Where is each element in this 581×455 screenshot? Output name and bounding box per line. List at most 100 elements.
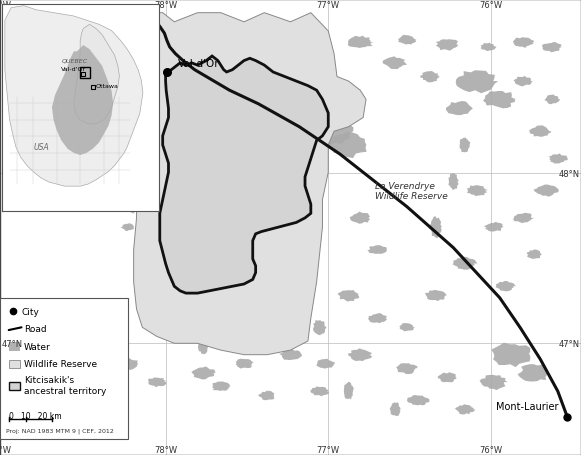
Bar (80, 68, 89, 79)
Polygon shape (446, 102, 473, 116)
Polygon shape (191, 367, 216, 379)
Polygon shape (328, 132, 367, 159)
Polygon shape (483, 92, 517, 109)
Text: Kitcisakik's
ancestral territory: Kitcisakik's ancestral territory (24, 375, 106, 395)
Polygon shape (220, 40, 246, 55)
Polygon shape (479, 375, 508, 390)
Polygon shape (246, 241, 265, 251)
Polygon shape (527, 250, 542, 259)
Polygon shape (105, 40, 138, 56)
Polygon shape (134, 51, 154, 63)
Text: Road: Road (24, 324, 46, 334)
Polygon shape (74, 25, 120, 125)
Polygon shape (235, 359, 254, 369)
Text: Val-d'Or: Val-d'Or (62, 67, 87, 72)
Polygon shape (138, 269, 154, 277)
Text: 79°W: 79°W (0, 445, 12, 454)
Text: 78°W: 78°W (154, 1, 177, 10)
Polygon shape (225, 223, 240, 231)
Text: 77°W: 77°W (317, 445, 340, 454)
Polygon shape (350, 212, 370, 224)
Polygon shape (258, 391, 275, 400)
Polygon shape (544, 95, 560, 105)
Text: 76°W: 76°W (479, 445, 503, 454)
Polygon shape (492, 343, 530, 367)
Polygon shape (264, 187, 281, 196)
Text: QUEBEC: QUEBEC (62, 59, 88, 64)
Polygon shape (239, 172, 261, 183)
Polygon shape (306, 117, 353, 146)
Polygon shape (310, 387, 329, 396)
Polygon shape (455, 404, 475, 415)
Text: Proj: NAD 1983 MTM 9 | CEF, 2012: Proj: NAD 1983 MTM 9 | CEF, 2012 (6, 427, 113, 433)
Polygon shape (542, 43, 562, 53)
Polygon shape (348, 36, 374, 49)
Text: 47°N: 47°N (558, 339, 579, 348)
Polygon shape (456, 71, 498, 94)
FancyBboxPatch shape (9, 360, 20, 368)
Polygon shape (279, 349, 302, 360)
Text: Ottawa: Ottawa (96, 83, 119, 88)
Polygon shape (390, 402, 401, 416)
Polygon shape (514, 213, 534, 223)
Polygon shape (249, 36, 268, 46)
Polygon shape (148, 378, 167, 387)
Polygon shape (548, 154, 568, 164)
Polygon shape (460, 138, 471, 153)
Polygon shape (396, 363, 418, 374)
Polygon shape (107, 173, 138, 202)
Polygon shape (436, 40, 458, 51)
Polygon shape (212, 382, 230, 391)
Text: Water: Water (24, 342, 51, 351)
FancyBboxPatch shape (9, 382, 20, 390)
Polygon shape (285, 263, 296, 283)
Polygon shape (198, 338, 209, 354)
Text: 78°W: 78°W (154, 445, 177, 454)
Polygon shape (467, 186, 488, 197)
Polygon shape (368, 313, 387, 324)
Polygon shape (236, 100, 252, 109)
Polygon shape (453, 257, 478, 270)
Polygon shape (140, 70, 150, 86)
Polygon shape (207, 255, 223, 263)
Text: 48°N: 48°N (558, 169, 579, 178)
Polygon shape (117, 358, 138, 370)
Polygon shape (420, 72, 440, 83)
Polygon shape (407, 395, 430, 405)
Polygon shape (398, 36, 417, 46)
Polygon shape (147, 35, 166, 45)
Polygon shape (217, 154, 237, 165)
Polygon shape (205, 111, 226, 126)
Text: 79°W: 79°W (0, 1, 12, 10)
Text: 0   10   20 km: 0 10 20 km (9, 411, 62, 420)
Polygon shape (513, 38, 534, 49)
Polygon shape (121, 224, 134, 232)
Text: 76°W: 76°W (479, 1, 503, 10)
Polygon shape (533, 185, 559, 197)
Polygon shape (160, 57, 328, 293)
Text: Mont-Laurier: Mont-Laurier (496, 401, 558, 411)
Polygon shape (134, 14, 366, 355)
Polygon shape (484, 222, 504, 232)
Polygon shape (128, 196, 139, 214)
Polygon shape (211, 195, 231, 206)
Polygon shape (400, 324, 415, 332)
Polygon shape (121, 146, 134, 172)
FancyBboxPatch shape (9, 343, 20, 351)
Polygon shape (317, 359, 335, 369)
Text: 47°N: 47°N (2, 339, 23, 348)
Polygon shape (52, 46, 113, 156)
Polygon shape (110, 104, 122, 123)
Polygon shape (480, 44, 497, 52)
Polygon shape (239, 319, 249, 336)
Polygon shape (5, 7, 143, 187)
Polygon shape (518, 364, 548, 382)
Polygon shape (313, 320, 327, 335)
Polygon shape (437, 372, 457, 382)
Polygon shape (496, 281, 516, 292)
Polygon shape (529, 126, 551, 137)
Polygon shape (344, 382, 354, 399)
Polygon shape (338, 290, 360, 302)
Polygon shape (367, 246, 387, 254)
Text: 77°W: 77°W (317, 1, 340, 10)
